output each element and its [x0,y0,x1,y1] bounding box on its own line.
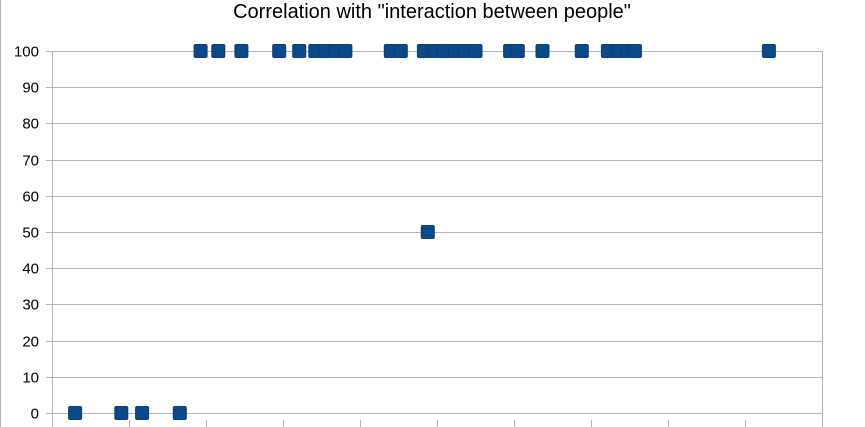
data-point-0-12 [338,44,353,58]
data-point-0-4 [193,44,208,58]
y-tick-label-80: 80 [22,116,39,133]
data-point-0-6 [234,44,249,58]
data-point-0-25 [574,44,589,58]
data-point-0-29 [627,44,642,58]
y-tick-label-60: 60 [22,189,39,206]
y-tick-label-20: 20 [22,334,39,351]
data-point-0-7 [272,44,287,58]
data-points [68,44,776,420]
data-point-0-23 [510,44,525,58]
data-point-0-17 [420,225,435,239]
y-tick-label-10: 10 [22,370,39,387]
y-tick-label-30: 30 [22,297,39,314]
y-tick-label-0: 0 [31,406,39,423]
data-point-0-8 [292,44,307,58]
y-axis-tick-labels: 0 10 20 30 40 50 60 70 80 90 100 [14,44,39,423]
chart-title: Correlation with "interaction between pe… [233,1,631,23]
y-tick-label-100: 100 [14,44,39,61]
x-axis-ticks [52,420,823,427]
data-point-0-14 [393,44,408,58]
data-point-0-5 [211,44,226,58]
plot-area-frame [52,51,823,427]
y-tick-label-40: 40 [22,261,39,278]
y-tick-label-70: 70 [22,153,39,170]
data-point-0-3 [172,406,187,420]
data-point-0-24 [535,44,550,58]
y-tick-label-50: 50 [22,225,39,242]
y-tick-label-90: 90 [22,80,39,97]
data-point-0-21 [468,44,483,58]
data-point-0-30 [761,44,776,58]
data-point-0-2 [135,406,150,420]
data-point-0-0 [68,406,83,420]
data-point-0-1 [114,406,129,420]
